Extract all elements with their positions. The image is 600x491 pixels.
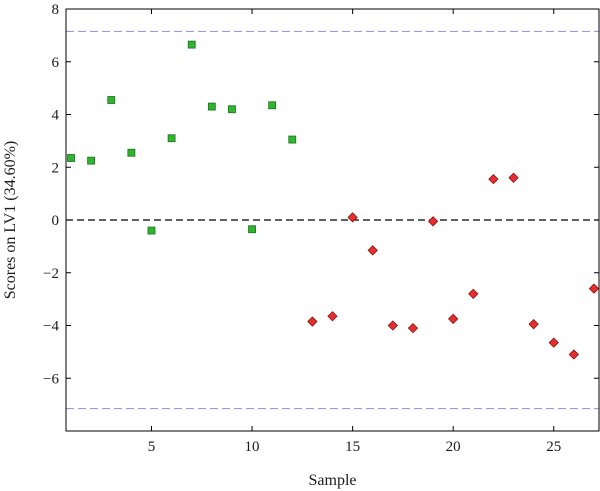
x-tick-label: 20 bbox=[446, 439, 461, 455]
square-marker bbox=[87, 156, 96, 165]
y-tick-label: 2 bbox=[52, 160, 60, 176]
diamond-marker bbox=[327, 311, 338, 322]
diamond-marker bbox=[427, 216, 439, 227]
x-tick-label: 15 bbox=[345, 439, 360, 455]
diamond-marker bbox=[488, 173, 499, 185]
y-tick-label: 0 bbox=[52, 213, 60, 229]
diamond-marker bbox=[347, 212, 358, 223]
diamond-marker bbox=[367, 245, 378, 256]
square-marker bbox=[187, 40, 196, 49]
axis-ticks: −6 −4 −2 0 2 4 6 8 5 10 15 20 25 bbox=[43, 2, 599, 455]
x-tick-label: 25 bbox=[546, 439, 561, 455]
diamond-marker bbox=[568, 349, 580, 360]
square-marker bbox=[288, 135, 297, 144]
diamond-marker bbox=[548, 337, 559, 348]
square-marker bbox=[207, 102, 216, 111]
x-tick-label: 10 bbox=[245, 439, 260, 455]
square-marker bbox=[127, 148, 136, 157]
y-tick-label: 8 bbox=[52, 2, 60, 18]
square-marker bbox=[268, 101, 277, 110]
square-marker bbox=[167, 134, 176, 143]
square-marker bbox=[228, 105, 236, 114]
diamond-marker bbox=[307, 316, 318, 327]
y-tick-label: −6 bbox=[43, 371, 59, 387]
square-marker bbox=[67, 154, 75, 162]
diamond-marker bbox=[528, 319, 539, 330]
y-axis-title: Scores on LV1 (34.60%) bbox=[2, 141, 19, 300]
square-marker bbox=[147, 226, 156, 235]
x-axis-title: Sample bbox=[309, 472, 357, 489]
diamond-marker bbox=[448, 313, 459, 325]
y-tick-label: 6 bbox=[52, 55, 60, 71]
square-marker bbox=[107, 96, 116, 104]
square-marker bbox=[248, 225, 256, 234]
reference-lines bbox=[66, 30, 599, 410]
y-tick-label: −4 bbox=[43, 319, 59, 335]
y-tick-label: −2 bbox=[43, 266, 59, 282]
y-tick-label: 4 bbox=[52, 108, 60, 124]
diamond-marker bbox=[407, 322, 419, 334]
diamond-marker bbox=[387, 320, 399, 331]
diamond-marker bbox=[588, 283, 600, 294]
data-markers bbox=[67, 40, 600, 360]
diamond-marker bbox=[468, 288, 479, 300]
x-tick-label: 5 bbox=[148, 439, 156, 455]
diamond-marker bbox=[508, 172, 519, 183]
